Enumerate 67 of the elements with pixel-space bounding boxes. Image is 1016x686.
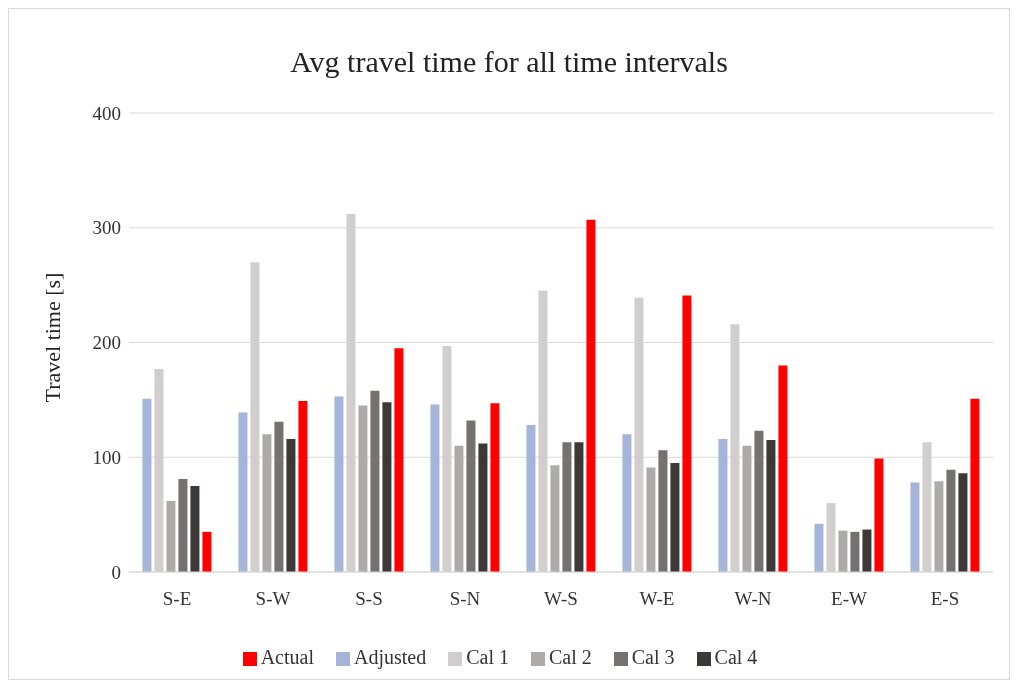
- legend-label: Actual: [260, 646, 314, 668]
- bar: [574, 442, 584, 572]
- chart-title: Avg travel time for all time intervals: [289, 45, 729, 80]
- bar: [970, 398, 980, 572]
- bar: [238, 412, 248, 572]
- bar: [910, 482, 920, 572]
- y-tick-label: 100: [92, 446, 121, 468]
- x-tick-label: W-S: [544, 588, 578, 610]
- x-tick-label: W-E: [639, 588, 675, 610]
- bar: [622, 434, 632, 572]
- x-tick-label: S-S: [355, 588, 383, 610]
- bar: [766, 440, 776, 572]
- bar: [814, 523, 824, 572]
- bar: [562, 442, 572, 572]
- x-tick-label: E-W: [831, 588, 867, 610]
- bar: [142, 398, 152, 572]
- legend-label: Cal 2: [548, 646, 592, 668]
- bar: [178, 479, 188, 572]
- bar: [490, 403, 500, 572]
- bar: [430, 404, 440, 572]
- legend-label: Adjusted: [353, 646, 427, 668]
- bar: [682, 295, 692, 572]
- bar: [646, 467, 656, 572]
- bar: [526, 425, 536, 572]
- bar: [754, 430, 764, 572]
- legend-label: Cal 3: [631, 646, 675, 668]
- legend-label: Cal 1: [466, 646, 509, 668]
- bar: [946, 469, 956, 572]
- bar: [274, 421, 284, 572]
- y-tick-label: 400: [92, 102, 121, 124]
- bar: [394, 348, 404, 572]
- bar: [202, 531, 212, 572]
- y-axis-title: Travel time [s]: [39, 272, 65, 403]
- bar: [478, 443, 488, 572]
- y-tick-label: 0: [111, 561, 121, 583]
- bar: [850, 531, 860, 572]
- bar: [358, 405, 368, 572]
- bar: [262, 434, 272, 572]
- legend-label: Cal 4: [714, 646, 758, 668]
- bar: [190, 485, 200, 572]
- bar: [670, 462, 680, 572]
- bar: [778, 365, 788, 572]
- bar: [454, 445, 464, 572]
- bar: [550, 465, 560, 572]
- x-tick-label: E-S: [930, 588, 960, 610]
- x-tick-label: S-W: [255, 588, 291, 610]
- x-tick-label: W-N: [734, 588, 772, 610]
- x-tick-label: S-N: [449, 588, 481, 610]
- bar: [874, 458, 884, 572]
- bar: [166, 500, 176, 572]
- bar: [658, 450, 668, 572]
- bar: [586, 219, 596, 572]
- bar: [742, 445, 752, 572]
- x-tick-label: S-E: [162, 588, 192, 610]
- bar: [370, 390, 380, 572]
- bar: [958, 473, 968, 572]
- bar: [838, 530, 848, 572]
- bar: [334, 396, 344, 572]
- y-tick-label: 200: [92, 332, 121, 354]
- bar: [466, 420, 476, 572]
- bar: [862, 529, 872, 572]
- bar: [718, 438, 728, 572]
- bar: [382, 402, 392, 572]
- bar: [934, 481, 944, 572]
- bar: [298, 401, 308, 572]
- y-tick-label: 300: [92, 217, 121, 239]
- bar: [286, 438, 296, 572]
